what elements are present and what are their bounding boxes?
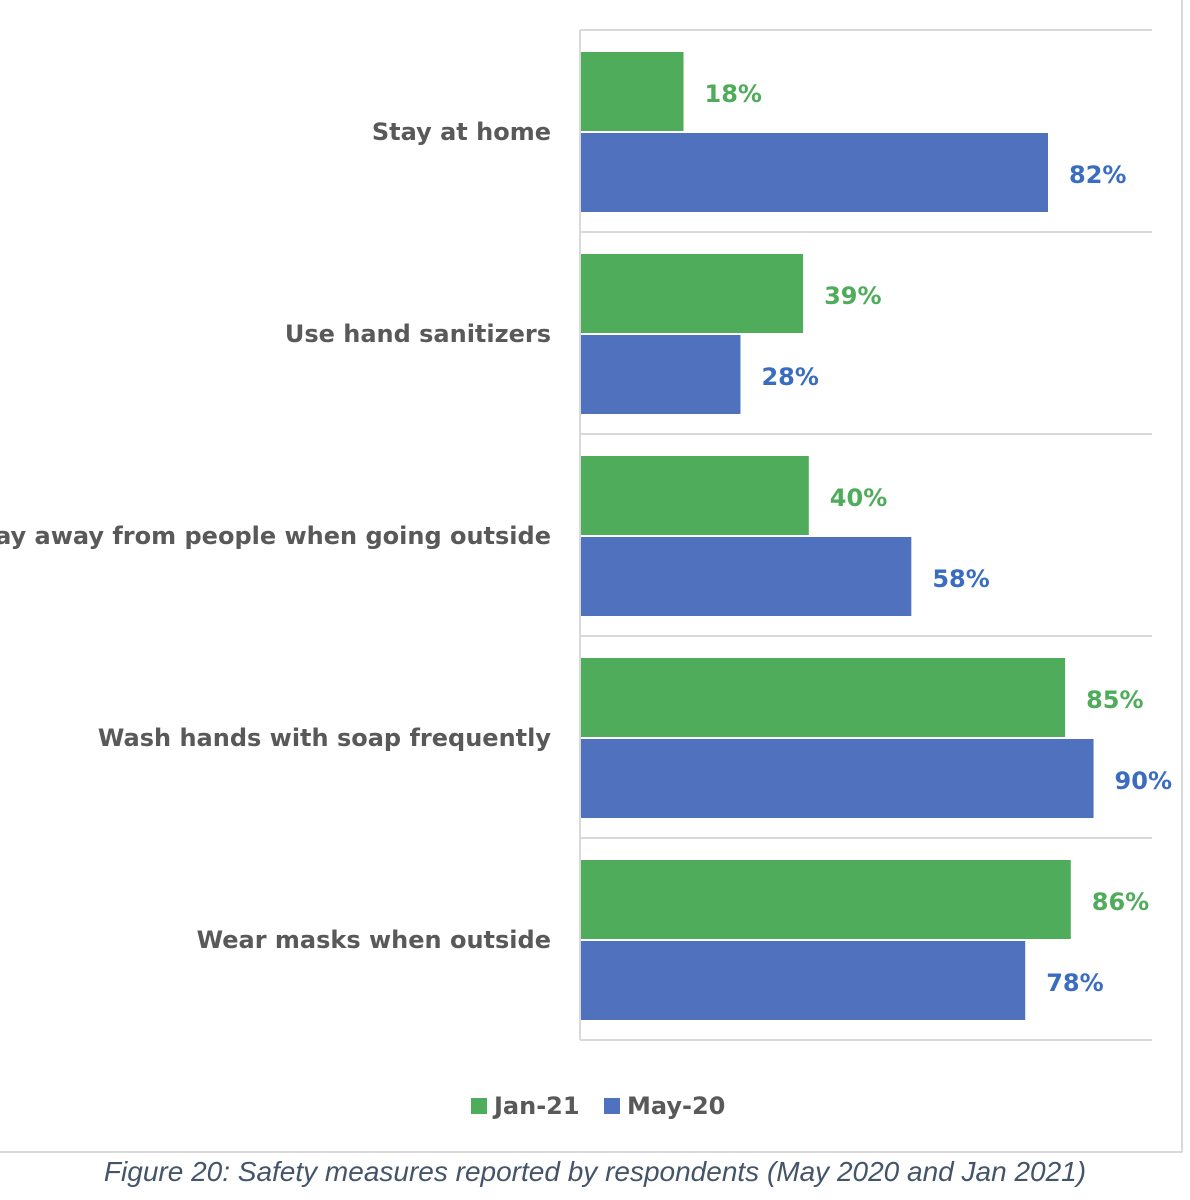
data-label: 58% xyxy=(932,565,989,593)
bar-may-20 xyxy=(581,335,741,414)
bar-jan-21 xyxy=(581,860,1071,939)
data-label: 28% xyxy=(761,363,818,391)
bar-jan-21 xyxy=(581,52,684,131)
bar-jan-21 xyxy=(581,456,809,535)
bar-may-20 xyxy=(581,133,1048,212)
category-label: Use hand sanitizers xyxy=(285,320,551,348)
data-label: 40% xyxy=(830,484,887,512)
bar-jan-21 xyxy=(581,658,1066,737)
bar-jan-21 xyxy=(581,254,804,333)
legend-label: May-20 xyxy=(627,1092,725,1120)
bar-may-20 xyxy=(581,941,1026,1020)
data-label: 18% xyxy=(705,80,762,108)
category-label: Wear masks when outside xyxy=(197,926,551,954)
data-label: 85% xyxy=(1086,686,1143,714)
data-label: 86% xyxy=(1092,888,1149,916)
category-label: Stay at home xyxy=(372,118,551,146)
legend-swatch-jan-21 xyxy=(471,1098,487,1114)
data-label: 78% xyxy=(1046,969,1103,997)
bar-may-20 xyxy=(581,537,912,616)
data-label: 82% xyxy=(1069,161,1126,189)
legend-swatch-may-20 xyxy=(604,1098,620,1114)
category-label: Stay away from people when going outside xyxy=(0,522,551,550)
data-label: 90% xyxy=(1115,767,1172,795)
bar-may-20 xyxy=(581,739,1094,818)
figure-caption: Figure 20: Safety measures reported by r… xyxy=(103,1156,1087,1187)
category-label: Wash hands with soap frequently xyxy=(98,724,551,752)
legend-label: Jan-21 xyxy=(492,1092,580,1120)
data-label: 39% xyxy=(824,282,881,310)
